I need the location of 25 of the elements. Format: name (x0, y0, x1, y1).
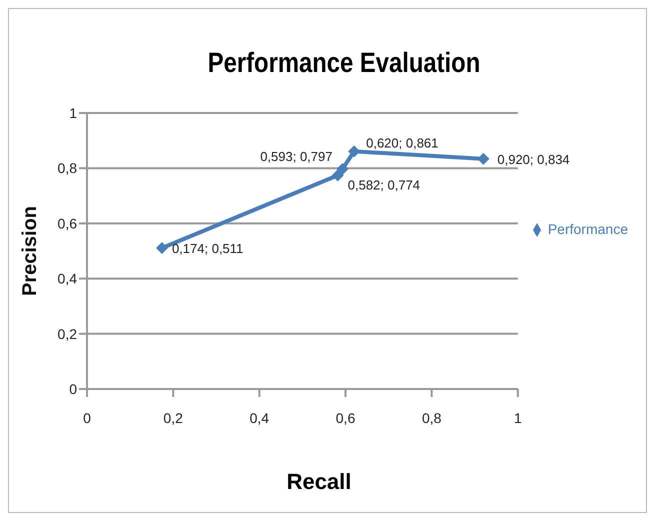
y-tick-label: 0,6 (58, 215, 78, 232)
y-axis-title: Precision (19, 206, 42, 296)
chart-title: Performance Evaluation (206, 47, 482, 79)
x-tick-label: 0,4 (250, 410, 270, 426)
x-tick-label: 0 (83, 410, 92, 426)
data-label: 0,174; 0,511 (172, 240, 244, 256)
data-label: 0,582; 0,774 (348, 177, 420, 192)
y-tick-label: 0 (69, 380, 78, 397)
y-tick-label: 0,4 (58, 270, 78, 287)
data-label: 0,593; 0,797 (260, 149, 332, 164)
point (156, 242, 168, 254)
x-tick-label: 0,8 (422, 410, 442, 426)
point (336, 163, 348, 176)
x-tick-label: 0,6 (336, 410, 356, 426)
data-label: 0,920; 0,834 (497, 152, 570, 167)
y-tick-label: 0,8 (58, 160, 78, 176)
point (332, 169, 344, 182)
data-label: 0,620; 0,861 (366, 135, 438, 150)
y-tick-label: 0,2 (58, 326, 78, 342)
x-tick-label: 1 (514, 410, 522, 426)
x-axis-title: Recall (286, 469, 352, 495)
y-tick-label: 1 (69, 104, 78, 121)
legend-label: Performance (548, 220, 628, 237)
point (348, 145, 360, 158)
x-tick-label: 0,2 (163, 410, 184, 426)
